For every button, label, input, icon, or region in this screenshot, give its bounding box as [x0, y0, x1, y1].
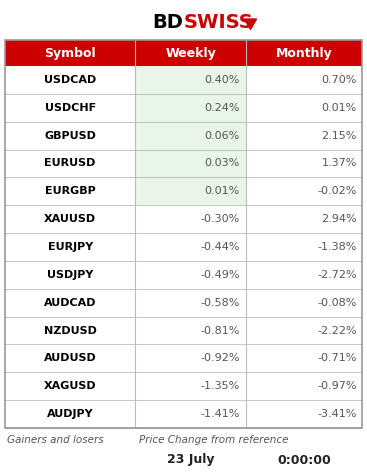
- Bar: [135, 233, 246, 261]
- Text: Symbol: Symbol: [44, 47, 96, 59]
- Text: 1.37%: 1.37%: [321, 159, 357, 169]
- Text: -0.44%: -0.44%: [200, 242, 240, 252]
- Text: XAGUSD: XAGUSD: [44, 381, 97, 391]
- Text: 2.15%: 2.15%: [321, 131, 357, 141]
- Bar: [246, 205, 362, 233]
- Bar: [5, 150, 135, 177]
- Text: EURGBP: EURGBP: [45, 186, 95, 196]
- Bar: [5, 233, 135, 261]
- Text: XAUUSD: XAUUSD: [44, 214, 96, 224]
- Text: 23 July: 23 July: [167, 454, 214, 466]
- Text: EURJPY: EURJPY: [48, 242, 93, 252]
- Text: -1.41%: -1.41%: [201, 409, 240, 419]
- Text: AUDJPY: AUDJPY: [47, 409, 94, 419]
- Text: 0.01%: 0.01%: [322, 103, 357, 113]
- Bar: [246, 177, 362, 205]
- Text: 0.06%: 0.06%: [205, 131, 240, 141]
- Bar: [135, 289, 246, 317]
- Bar: [246, 400, 362, 428]
- Bar: [246, 94, 362, 122]
- Text: Gainers and losers: Gainers and losers: [7, 435, 103, 445]
- Text: -0.08%: -0.08%: [317, 298, 357, 308]
- Text: -2.22%: -2.22%: [317, 325, 357, 335]
- Text: Price Change from reference: Price Change from reference: [139, 435, 289, 445]
- Text: -2.72%: -2.72%: [317, 270, 357, 280]
- Bar: [135, 261, 246, 289]
- Bar: [246, 317, 362, 344]
- Text: 0.24%: 0.24%: [204, 103, 240, 113]
- Bar: [5, 205, 135, 233]
- Text: -1.35%: -1.35%: [201, 381, 240, 391]
- Text: -1.38%: -1.38%: [317, 242, 357, 252]
- Bar: [246, 66, 362, 94]
- Bar: [5, 372, 135, 400]
- Bar: [246, 344, 362, 372]
- Text: -0.92%: -0.92%: [200, 353, 240, 363]
- Bar: [135, 94, 246, 122]
- Text: Monthly: Monthly: [276, 47, 333, 59]
- Bar: [5, 289, 135, 317]
- Text: -0.58%: -0.58%: [201, 298, 240, 308]
- Bar: [5, 261, 135, 289]
- Text: -0.02%: -0.02%: [317, 186, 357, 196]
- Text: USDCAD: USDCAD: [44, 75, 96, 85]
- Text: -0.71%: -0.71%: [317, 353, 357, 363]
- Bar: [5, 177, 135, 205]
- Bar: [135, 317, 246, 344]
- Text: GBPUSD: GBPUSD: [44, 131, 96, 141]
- Bar: [246, 233, 362, 261]
- Bar: [5, 94, 135, 122]
- Text: 0.01%: 0.01%: [205, 186, 240, 196]
- Bar: [246, 150, 362, 177]
- Text: USDCHF: USDCHF: [44, 103, 96, 113]
- Text: -0.97%: -0.97%: [317, 381, 357, 391]
- Bar: [135, 150, 246, 177]
- Bar: [5, 40, 362, 428]
- Bar: [135, 400, 246, 428]
- Text: -0.49%: -0.49%: [200, 270, 240, 280]
- Bar: [246, 122, 362, 150]
- Text: NZDUSD: NZDUSD: [44, 325, 97, 335]
- Bar: [135, 177, 246, 205]
- Text: Weekly: Weekly: [165, 47, 216, 59]
- Bar: [246, 261, 362, 289]
- Bar: [5, 317, 135, 344]
- Bar: [5, 66, 135, 94]
- Text: BD: BD: [152, 12, 183, 31]
- Text: AUDCAD: AUDCAD: [44, 298, 97, 308]
- Bar: [5, 122, 135, 150]
- Text: 0.03%: 0.03%: [205, 159, 240, 169]
- Bar: [246, 372, 362, 400]
- Bar: [5, 344, 135, 372]
- Bar: [135, 344, 246, 372]
- Bar: [135, 205, 246, 233]
- Text: SWISS: SWISS: [184, 12, 254, 31]
- Text: 2.94%: 2.94%: [321, 214, 357, 224]
- Text: EURUSD: EURUSD: [44, 159, 96, 169]
- Bar: [135, 372, 246, 400]
- Text: -3.41%: -3.41%: [317, 409, 357, 419]
- Bar: [5, 40, 362, 66]
- Text: AUDUSD: AUDUSD: [44, 353, 97, 363]
- Text: USDJPY: USDJPY: [47, 270, 93, 280]
- Text: -0.30%: -0.30%: [201, 214, 240, 224]
- Text: -0.81%: -0.81%: [201, 325, 240, 335]
- Bar: [5, 400, 135, 428]
- Bar: [135, 122, 246, 150]
- Bar: [246, 289, 362, 317]
- Text: 0:00:00: 0:00:00: [277, 454, 331, 466]
- Text: 0.70%: 0.70%: [321, 75, 357, 85]
- Bar: [135, 66, 246, 94]
- Text: 0.40%: 0.40%: [204, 75, 240, 85]
